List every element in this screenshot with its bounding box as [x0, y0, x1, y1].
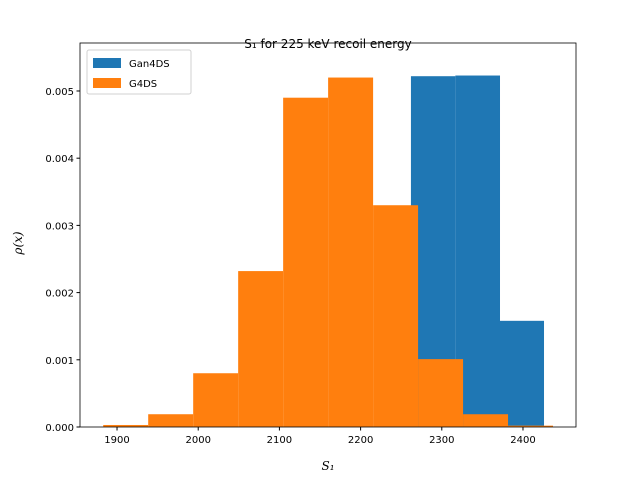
histogram-bar — [373, 205, 419, 427]
plot-frame — [79, 42, 577, 428]
x-axis-label: S₁ — [321, 459, 334, 473]
histogram-bar — [508, 425, 554, 427]
legend-swatch — [93, 78, 121, 88]
y-tick-label: 0.000 — [45, 423, 74, 434]
histogram-bar — [148, 414, 194, 427]
histogram-bar — [193, 373, 239, 427]
x-tick-label: 2300 — [429, 435, 454, 446]
y-tick-label: 0.001 — [45, 356, 74, 367]
x-tick-label: 2100 — [267, 435, 292, 446]
y-tick-label: 0.003 — [45, 221, 74, 232]
histogram-bar — [103, 424, 149, 427]
histogram-bar — [283, 97, 329, 427]
x-tick-label: 2400 — [510, 435, 535, 446]
y-tick-label: 0.002 — [45, 289, 74, 300]
histogram-bar — [328, 77, 374, 427]
histogram-bar — [463, 414, 509, 427]
x-tick-label: 2000 — [185, 435, 210, 446]
y-axis-label: ρ(x) — [11, 231, 25, 256]
histogram-bar — [238, 271, 284, 427]
chart-title: S₁ for 225 keV recoil energy — [244, 37, 412, 51]
legend-swatch — [93, 58, 121, 68]
histogram-bar — [418, 359, 464, 427]
histogram-bar — [500, 320, 545, 427]
legend-label: G4DS — [129, 79, 157, 90]
y-tick-label: 0.004 — [45, 154, 74, 165]
legend-label: Gan4DS — [129, 59, 170, 70]
x-tick-label: 2200 — [348, 435, 373, 446]
y-tick-label: 0.005 — [45, 87, 74, 98]
x-tick-label: 1900 — [104, 435, 129, 446]
